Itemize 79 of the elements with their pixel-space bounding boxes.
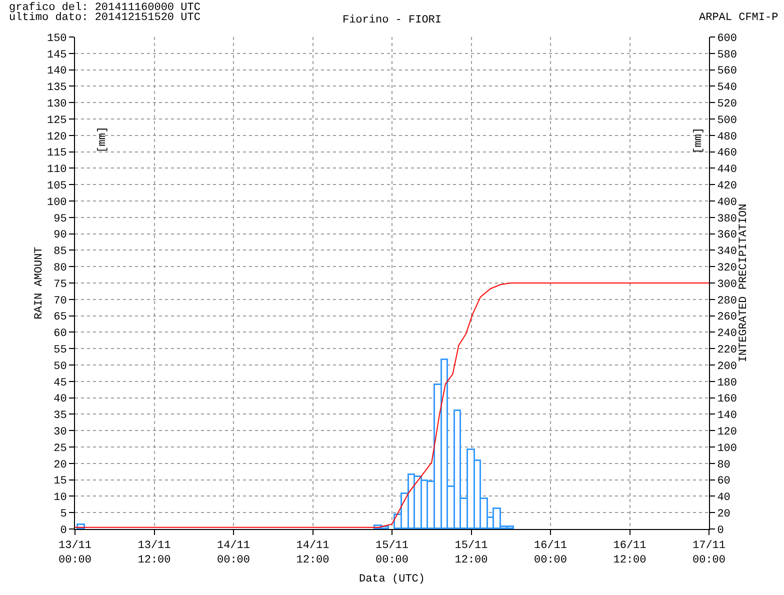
y2-tick-label: 540 <box>717 82 738 94</box>
y-tick-label: 35 <box>54 410 67 422</box>
y2-tick-label: 140 <box>717 410 738 422</box>
y-tick-label: 100 <box>46 196 67 209</box>
y2-tick-label: 580 <box>717 49 738 62</box>
y-tick-label: 55 <box>54 344 67 356</box>
y-tick-label: 95 <box>54 213 67 226</box>
text: ARPAL CFMI-P <box>699 12 779 24</box>
y-tick-label: 50 <box>54 360 67 373</box>
y-tick-label: 130 <box>46 98 67 110</box>
y-tick-label: 80 <box>54 262 67 274</box>
y2-tick-label: 180 <box>717 377 738 390</box>
text: ultimo dato: 201412151520 UTC <box>9 12 201 24</box>
y2-tick-label: 160 <box>717 394 738 406</box>
y2-tick-label: 0 <box>717 524 724 537</box>
y-tick-label: 150 <box>46 32 67 45</box>
y2-tick-label: 100 <box>717 442 738 455</box>
x-tick-label: 16/11 00:00 <box>534 540 568 566</box>
y-tick-label: 125 <box>46 114 67 127</box>
y2-tick-label: 380 <box>717 213 738 226</box>
x-axis-title: Data (UTC) <box>358 574 426 586</box>
y2-tick-label: 340 <box>717 246 738 258</box>
y2-tick-label: 500 <box>717 114 738 127</box>
x-tick-label: 16/11 12:00 <box>613 540 647 566</box>
y2-axis-title: INTEGRATED PRECIPITATION <box>738 204 750 362</box>
y2-tick-label: 280 <box>717 295 738 308</box>
y-tick-label: 145 <box>46 49 67 62</box>
y2-tick-label: 300 <box>717 278 738 291</box>
x-tick-label: 15/11 00:00 <box>375 540 409 566</box>
y2-tick-label: 200 <box>717 360 738 373</box>
y2-tick-label: 480 <box>717 131 738 144</box>
y-tick-label: 40 <box>54 394 67 406</box>
y-tick-label: 110 <box>46 164 67 176</box>
y-tick-label: 60 <box>54 328 67 340</box>
chart-title: Fiorino - FIORI <box>342 14 442 27</box>
y-tick-label: 90 <box>54 230 67 242</box>
y-tick-label: 15 <box>54 476 67 488</box>
x-tick-label: 15/11 12:00 <box>454 540 488 566</box>
y2-tick-label: 120 <box>717 426 738 438</box>
y2-tick-label: 60 <box>717 476 730 488</box>
y2-tick-label: 420 <box>717 180 738 192</box>
y2-tick-label: 40 <box>717 492 730 504</box>
y2-tick-label: 320 <box>717 262 738 274</box>
y-tick-label: 120 <box>46 131 67 144</box>
y-tick-label: 20 <box>54 459 67 472</box>
y-tick-label: 140 <box>46 66 67 78</box>
y-tick-label: 30 <box>54 426 67 438</box>
y2-tick-label: 260 <box>717 312 738 324</box>
y2-tick-label: 240 <box>717 328 738 340</box>
annotation: [mm] <box>693 127 706 154</box>
x-tick-label: 13/11 00:00 <box>58 540 92 566</box>
y-tick-label: 25 <box>54 442 67 455</box>
y2-tick-label: 20 <box>717 508 730 520</box>
y2-tick-label: 220 <box>717 344 738 356</box>
y2-tick-label: 440 <box>717 164 738 176</box>
y-tick-label: 5 <box>60 508 67 520</box>
y-tick-label: 85 <box>54 246 67 258</box>
y2-tick-label: 400 <box>717 196 738 209</box>
y2-tick-label: 600 <box>717 32 738 45</box>
x-tick-label: 17/11 00:00 <box>692 540 726 566</box>
y-tick-label: 0 <box>60 524 67 537</box>
y2-tick-label: 520 <box>717 98 738 110</box>
y2-tick-label: 360 <box>717 230 738 242</box>
y-tick-label: 115 <box>46 148 67 160</box>
y2-tick-label: 460 <box>717 148 738 160</box>
x-tick-label: 13/11 12:00 <box>138 540 172 566</box>
y2-tick-label: 80 <box>717 459 730 472</box>
y-tick-label: 10 <box>54 492 67 504</box>
y-tick-label: 75 <box>54 278 67 291</box>
y2-tick-label: 560 <box>717 66 738 78</box>
annotation: [mm] <box>97 126 110 153</box>
y-tick-label: 65 <box>54 312 67 324</box>
y-tick-label: 135 <box>46 82 67 94</box>
y-tick-label: 70 <box>54 295 67 308</box>
y-tick-label: 105 <box>46 180 67 192</box>
y-axis-title: RAIN AMOUNT <box>34 246 46 320</box>
y-tick-label: 45 <box>54 377 67 390</box>
x-tick-label: 14/11 00:00 <box>216 540 250 566</box>
x-tick-label: 14/11 12:00 <box>296 540 330 566</box>
